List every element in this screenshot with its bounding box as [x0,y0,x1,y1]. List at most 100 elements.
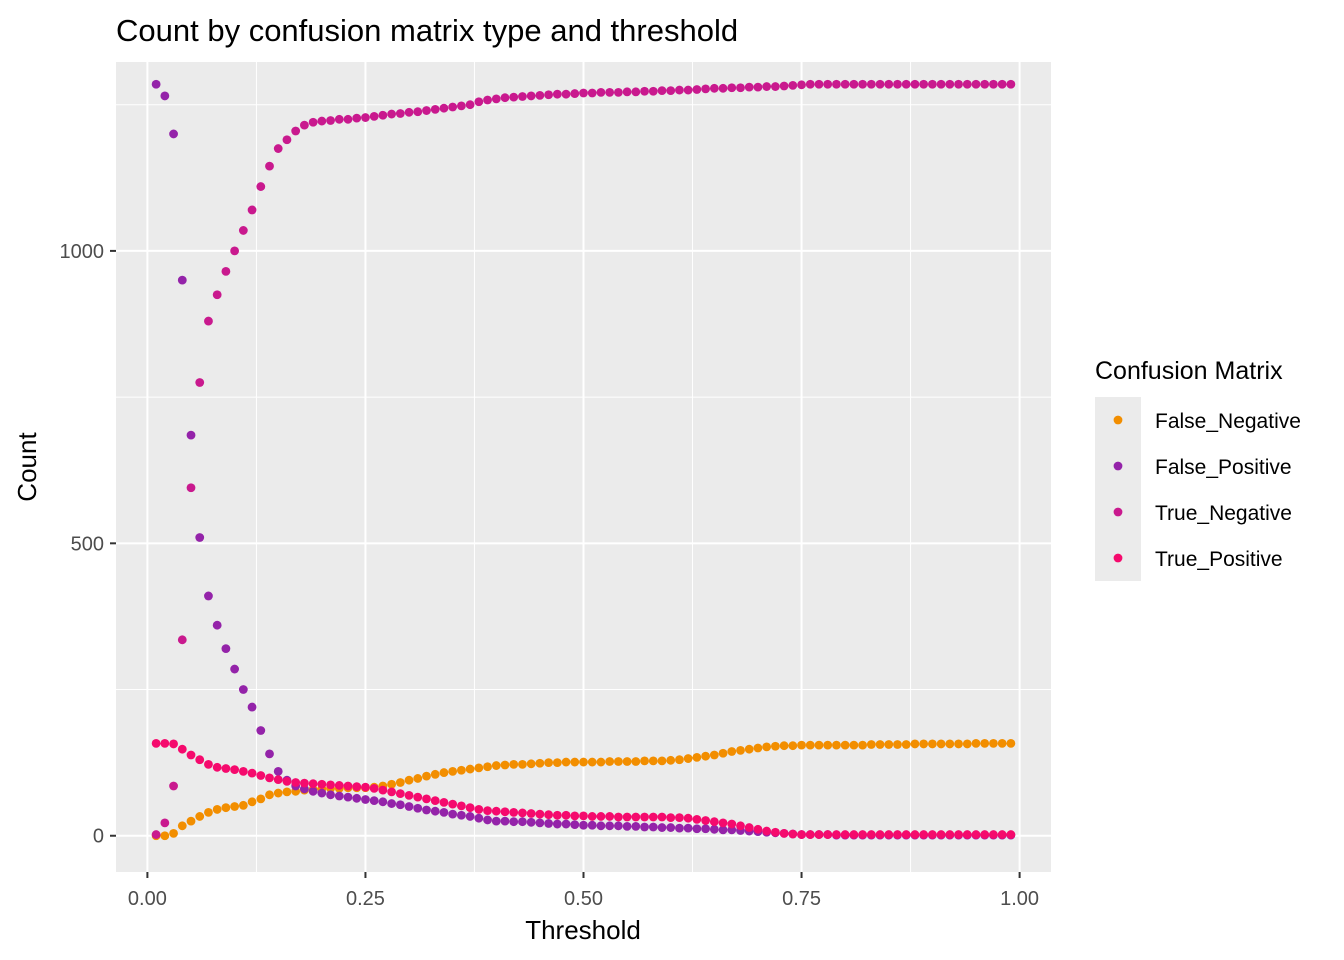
legend-key [1113,415,1123,425]
data-point [387,787,397,797]
data-point [404,790,414,800]
data-point [221,644,231,653]
data-point [448,102,458,112]
legend-title: Confusion Matrix [1095,357,1283,385]
data-point [997,738,1007,748]
data-point [631,87,641,97]
data-point [500,93,510,103]
data-point [483,762,492,772]
data-point [491,816,501,826]
data-point [701,84,711,94]
data-point [343,792,353,802]
grid-major [116,62,1051,872]
data-point [1006,738,1016,748]
data-point [692,752,702,762]
data-point [709,817,719,827]
data-point [230,802,240,811]
data-point [212,805,222,814]
data-point [727,83,737,93]
data-point [718,825,728,835]
data-point [954,79,963,89]
data-point [300,778,309,788]
data-point [675,813,684,823]
data-point [204,316,213,326]
legend-key [1113,461,1123,471]
data-point [945,830,955,839]
data-point [849,79,859,89]
data-point [256,771,266,780]
data-point [762,826,772,836]
data-point [334,791,344,801]
data-point [387,779,397,789]
data-point [727,747,737,756]
data-point [195,755,205,765]
data-point [797,740,806,750]
data-point [962,739,972,749]
data-points [151,79,1016,841]
data-point [230,765,240,775]
data-point [343,781,353,791]
legend-key [1113,507,1123,517]
data-point [317,116,327,126]
data-point [683,754,693,763]
data-point [561,89,571,99]
data-point [317,779,327,789]
data-point [814,830,824,839]
data-point [989,738,998,748]
data-point [613,821,623,831]
y-tick-label: 0 [93,826,104,848]
data-point [657,812,667,822]
data-point [814,740,824,750]
data-point [805,79,815,89]
data-point [169,129,178,139]
data-point [622,757,632,766]
data-point [744,82,754,92]
data-point [613,757,623,766]
x-tick-label: 0.50 [564,888,603,910]
data-point [1006,830,1016,839]
data-point [770,82,780,91]
data-point [640,86,649,96]
data-point [683,813,693,823]
data-point [308,779,318,789]
data-point [675,85,684,95]
legend-label: True_Positive [1155,548,1283,571]
data-point [544,758,554,768]
data-point [265,749,274,759]
data-point [919,79,929,89]
data-point [282,776,292,786]
data-point [640,822,649,832]
data-point [509,817,519,827]
data-point [666,755,676,765]
data-point [753,743,763,753]
data-point [613,812,623,822]
data-point [936,830,946,839]
data-point [221,266,231,276]
data-point [273,775,283,784]
data-point [387,799,397,808]
data-point [151,79,161,89]
data-point [273,767,283,776]
data-point [404,802,414,811]
data-point [666,813,676,823]
data-point [875,740,885,749]
data-point [544,90,554,100]
data-point [814,79,824,89]
data-point [308,786,318,796]
data-point [596,812,606,821]
data-point [448,767,458,776]
data-point [596,757,606,767]
data-point [238,767,248,776]
data-point [884,830,894,839]
data-point [631,757,641,766]
data-point [526,91,536,101]
data-point [334,114,344,124]
data-point [596,88,606,97]
data-point [901,830,911,839]
legend-label: False_Negative [1155,410,1301,433]
y-tick-label: 1000 [60,241,105,263]
data-point [430,769,440,779]
data-point [160,818,170,828]
data-point [788,829,798,839]
